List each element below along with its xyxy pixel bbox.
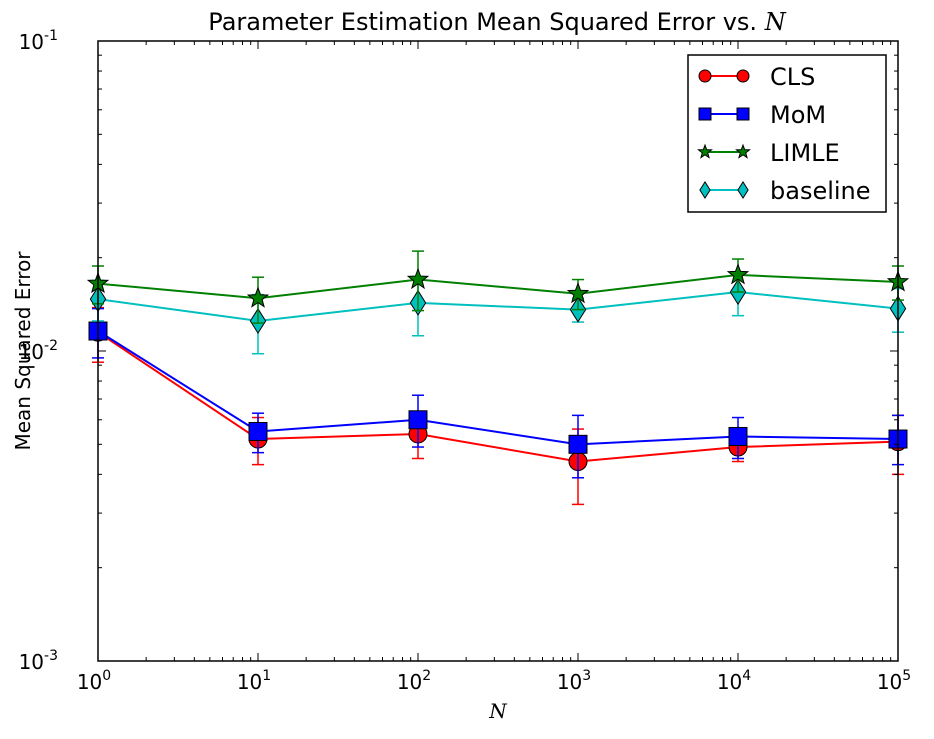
series-line <box>97 330 899 446</box>
data-point <box>248 421 268 441</box>
x-tick-label: 100 <box>77 668 111 694</box>
legend-label: LIMLE <box>770 139 840 167</box>
legend: CLS MoM LIMLE baseline <box>687 54 887 213</box>
data-point <box>246 286 270 308</box>
y-tick-label: 10-3 <box>19 648 58 674</box>
axis-ticks: 100 101 102 103 104 105 10-3 10-2 10-1 <box>19 28 912 694</box>
x-axis-label: N <box>488 699 508 723</box>
chart-title: Parameter Estimation Mean Squared Error … <box>208 8 786 36</box>
legend-label: baseline <box>770 177 871 205</box>
series-line <box>97 273 899 300</box>
x-tick-label: 102 <box>397 668 431 694</box>
x-tick-label: 101 <box>237 668 271 694</box>
series-line <box>97 331 899 463</box>
x-tick-label: 105 <box>877 668 911 694</box>
data-point <box>726 263 750 285</box>
legend-marker <box>698 69 712 83</box>
legend-marker <box>698 107 712 121</box>
data-point <box>406 267 430 290</box>
y-tick-label: 10-1 <box>19 28 58 54</box>
legend-marker <box>736 107 750 121</box>
data-point <box>568 434 588 454</box>
x-tick-label: 104 <box>717 668 751 694</box>
y-axis-label: Mean Squared Error <box>11 251 35 451</box>
legend-marker <box>735 143 751 159</box>
data-point <box>566 281 590 304</box>
x-tick-label: 103 <box>557 668 591 694</box>
legend-marker <box>699 180 711 200</box>
legend-marker <box>697 143 713 159</box>
legend-entry-limle: LIMLE <box>697 139 840 167</box>
legend-entry-cls: CLS <box>698 63 815 91</box>
legend-frame <box>687 54 887 213</box>
legend-entry-mom: MoM <box>698 101 826 129</box>
legend-marker <box>737 180 749 200</box>
legend-label: MoM <box>770 101 826 129</box>
legend-entry-baseline: baseline <box>699 177 871 205</box>
data-series <box>86 250 910 506</box>
legend-marker <box>736 69 750 83</box>
y-tick-label: 10-2 <box>19 338 58 364</box>
series-line <box>97 290 899 322</box>
data-point <box>728 426 748 446</box>
data-point <box>408 410 428 430</box>
legend-label: CLS <box>770 63 815 91</box>
